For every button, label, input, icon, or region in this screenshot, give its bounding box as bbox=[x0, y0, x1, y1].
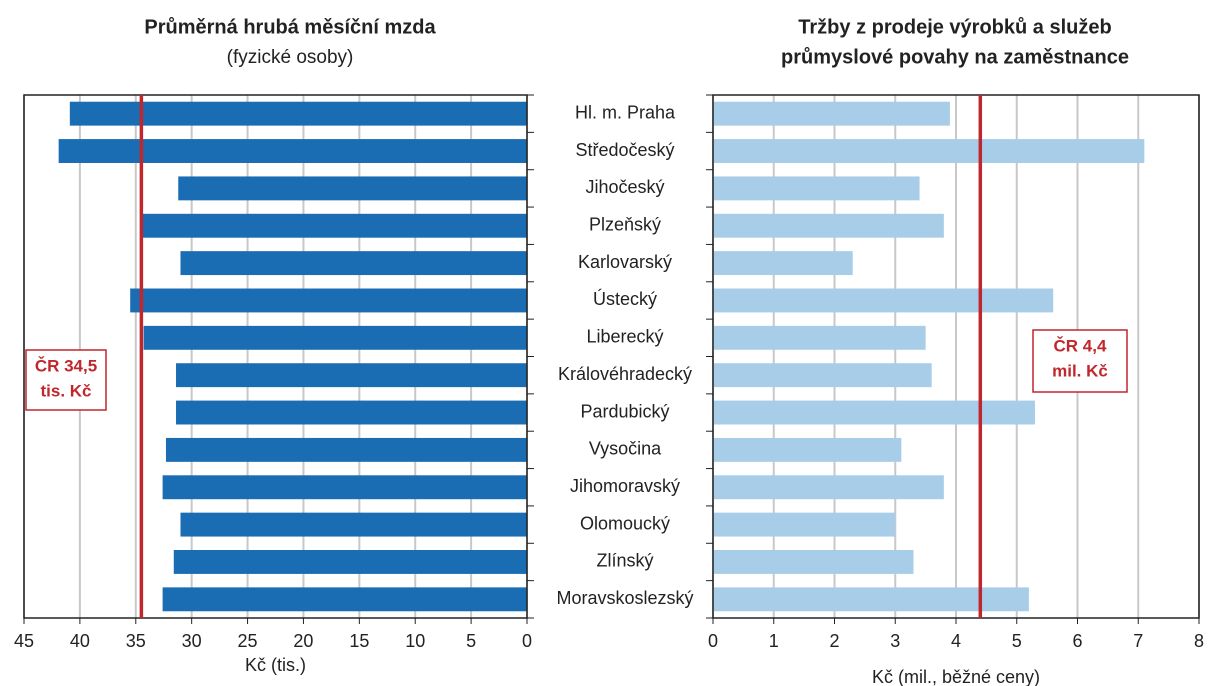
annotation-box bbox=[1032, 329, 1128, 393]
y-tick-label: Vysočina bbox=[589, 439, 662, 459]
bar bbox=[713, 101, 950, 126]
x-tick-label: 5 bbox=[466, 631, 476, 651]
y-tick-label: Plzeňský bbox=[589, 215, 661, 235]
annotation-box bbox=[25, 349, 107, 411]
bar bbox=[180, 251, 527, 276]
y-tick-label: Středočeský bbox=[575, 140, 674, 160]
y-tick-label: Moravskoslezský bbox=[556, 588, 693, 608]
bar bbox=[176, 400, 528, 425]
x-tick-label: 0 bbox=[708, 631, 718, 651]
x-tick-label: 35 bbox=[126, 631, 146, 651]
x-axis-label: Kč (mil., běžné ceny) bbox=[872, 667, 1040, 686]
annotation: ČR 4,4 bbox=[1054, 336, 1107, 355]
chart-title: Průměrná hrubá měsíční mzda bbox=[144, 16, 436, 38]
y-tick-label: Královéhradecký bbox=[558, 364, 692, 384]
y-tick-label: Zlínský bbox=[596, 551, 653, 571]
chart-subtitle: (fyzické osoby) bbox=[227, 47, 354, 68]
bar bbox=[713, 550, 914, 574]
bar bbox=[713, 176, 920, 201]
bar bbox=[713, 251, 853, 276]
y-tick-label: Ústecký bbox=[593, 288, 657, 309]
bar bbox=[713, 363, 932, 388]
x-tick-label: 25 bbox=[238, 631, 258, 651]
bar bbox=[713, 475, 944, 500]
y-tick-label: Liberecký bbox=[586, 327, 663, 347]
bar bbox=[713, 437, 902, 462]
bar bbox=[176, 363, 528, 388]
annotation: mil. Kč bbox=[1052, 361, 1108, 380]
x-tick-label: 2 bbox=[829, 631, 839, 651]
bar bbox=[713, 325, 926, 350]
y-tick-label: Hl. m. Praha bbox=[575, 102, 676, 122]
bar bbox=[58, 139, 527, 163]
y-tick-label: Olomoucký bbox=[580, 513, 670, 533]
bar bbox=[165, 437, 528, 462]
x-tick-label: 8 bbox=[1194, 631, 1204, 651]
x-tick-label: 40 bbox=[70, 631, 90, 651]
bar bbox=[713, 587, 1029, 612]
bar bbox=[143, 325, 527, 350]
bar bbox=[180, 512, 527, 537]
chart-title: Tržby z prodeje výrobků a služeb bbox=[798, 16, 1111, 38]
bar bbox=[178, 176, 527, 201]
x-tick-label: 4 bbox=[951, 631, 961, 651]
x-tick-label: 15 bbox=[349, 631, 369, 651]
bar bbox=[140, 213, 527, 238]
y-tick-label: Pardubický bbox=[580, 401, 669, 421]
x-tick-label: 45 bbox=[14, 631, 34, 651]
bar bbox=[162, 475, 528, 500]
y-tick-label: Jihomoravský bbox=[570, 476, 680, 496]
bar bbox=[713, 400, 1035, 425]
x-tick-label: 1 bbox=[769, 631, 779, 651]
y-tick-label: Karlovarský bbox=[578, 252, 672, 272]
chart-title: průmyslové povahy na zaměstnance bbox=[781, 46, 1129, 68]
x-axis-label: Kč (tis.) bbox=[245, 655, 306, 675]
bar bbox=[713, 213, 944, 238]
annotation: tis. Kč bbox=[40, 381, 91, 400]
x-tick-label: 6 bbox=[1072, 631, 1082, 651]
bar bbox=[713, 512, 896, 537]
bar bbox=[173, 550, 527, 574]
bar bbox=[713, 139, 1145, 163]
x-tick-label: 3 bbox=[890, 631, 900, 651]
y-tick-label: Jihočeský bbox=[585, 177, 664, 197]
x-tick-label: 10 bbox=[405, 631, 425, 651]
x-tick-label: 20 bbox=[293, 631, 313, 651]
bar bbox=[713, 288, 1054, 313]
bar bbox=[130, 288, 527, 313]
x-tick-label: 5 bbox=[1012, 631, 1022, 651]
annotation: ČR 34,5 bbox=[35, 356, 97, 375]
x-tick-label: 7 bbox=[1133, 631, 1143, 651]
x-tick-label: 0 bbox=[522, 631, 532, 651]
x-tick-label: 30 bbox=[182, 631, 202, 651]
bar bbox=[69, 101, 527, 126]
bar bbox=[162, 587, 528, 612]
